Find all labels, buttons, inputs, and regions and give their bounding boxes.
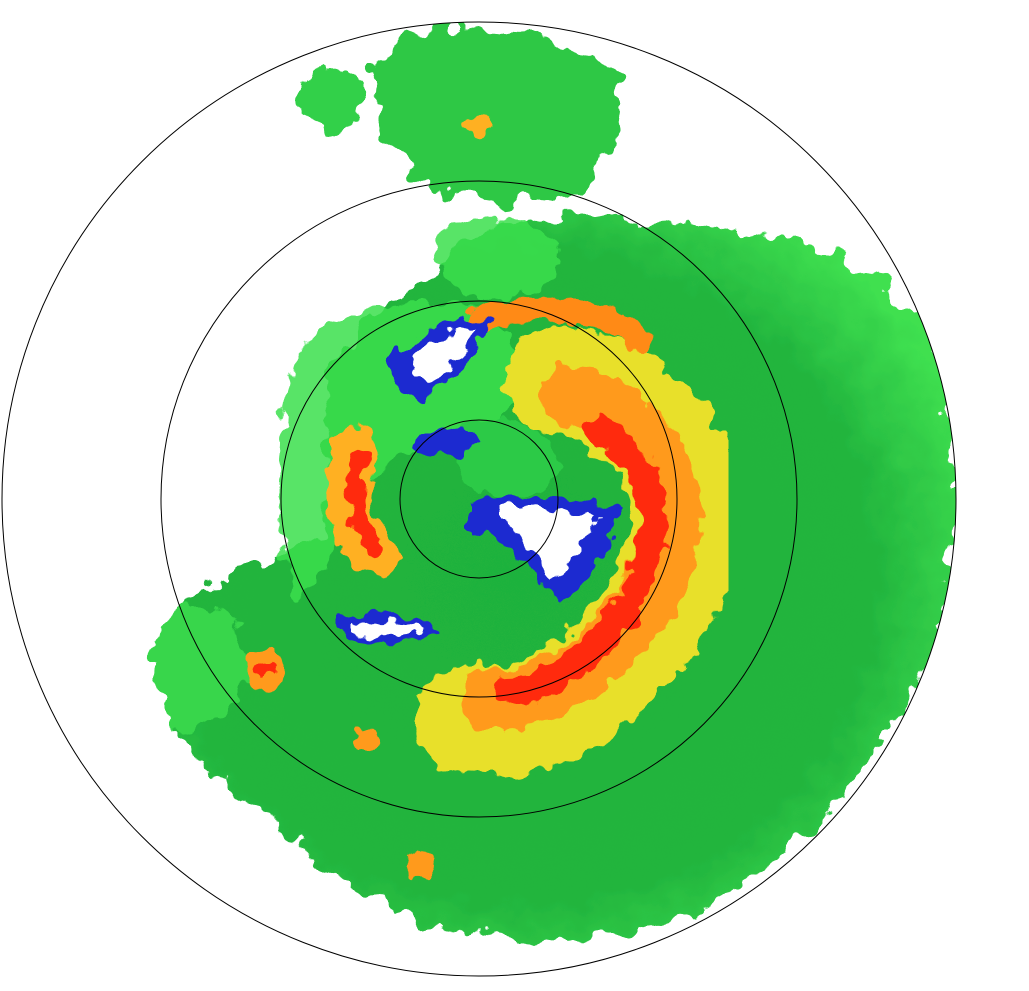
green-shield — [151, 30, 955, 941]
range-rings — [1, 21, 957, 977]
range-ring — [1, 21, 957, 977]
range-ring — [280, 300, 678, 698]
echoes — [151, 30, 955, 941]
range-ring — [160, 180, 798, 818]
intense-band — [245, 113, 740, 879]
range-ring — [399, 419, 559, 579]
blue-area — [340, 317, 620, 642]
